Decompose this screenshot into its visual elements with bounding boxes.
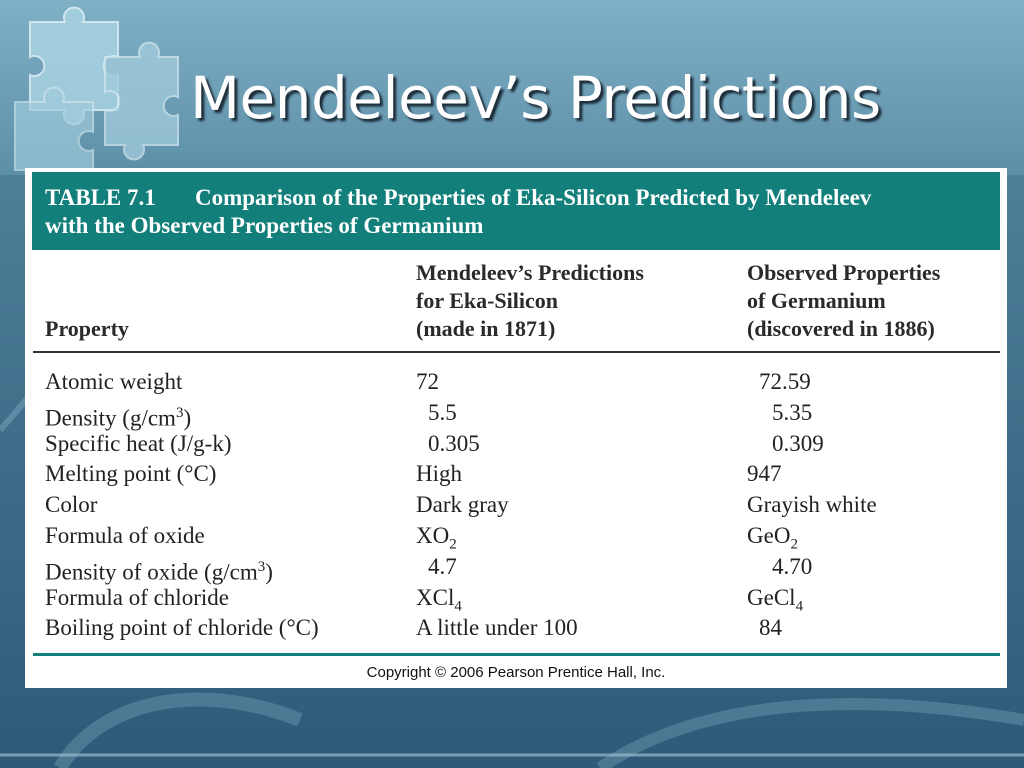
table-row: Specific heat (J/g-k) 0.305 0.309 — [25, 429, 1007, 460]
cell-predicted: 0.305 — [428, 430, 480, 456]
table-caption-line2: with the Observed Properties of Germaniu… — [45, 213, 484, 238]
cell-property: Density of oxide (g/cm3) — [45, 552, 273, 588]
cell-predicted: 5.5 — [428, 399, 457, 425]
cell-observed: 72.59 — [759, 369, 811, 394]
cell-observed: 0.309 — [772, 430, 824, 456]
cell-predicted-text: XCl — [416, 584, 455, 610]
cell-property: Density (g/cm3) — [45, 398, 191, 434]
cell-observed-text: GeCl — [747, 584, 796, 610]
cell-observed: GeCl4 — [747, 583, 803, 622]
table-caption-bar: TABLE 7.1 Comparison of the Properties of… — [32, 172, 1000, 250]
column-header-observed-line1: Observed Properties — [747, 260, 941, 285]
cell-property: Formula of oxide — [45, 522, 205, 548]
cell-predicted: High — [416, 461, 462, 487]
cell-property: Melting point (°C) — [45, 461, 217, 487]
cell-property: Specific heat (J/g-k) — [45, 430, 232, 456]
cell-property: Color — [45, 492, 98, 518]
cell-observed: GeO2 — [747, 521, 798, 560]
subscript: 2 — [790, 536, 798, 553]
table-row: Formula of chloride XCl4 GeCl4 — [25, 583, 1007, 615]
cell-observed: 5.35 — [772, 399, 813, 425]
cell-predicted: 72 — [416, 369, 439, 394]
cell-predicted: Dark gray — [416, 492, 509, 518]
slide-title: Mendeleev’s Predictions — [190, 64, 881, 132]
column-header-predicted: Mendeleev’s Predictions for Eka-Silicon … — [416, 259, 644, 343]
cell-property: Formula of chloride — [45, 584, 229, 610]
cell-predicted: XCl4 — [416, 583, 462, 622]
puzzle-pieces-logo — [14, 6, 179, 171]
cell-observed: Grayish white — [747, 492, 877, 518]
cell-predicted: 4.7 — [428, 553, 457, 579]
table-row: Atomic weight 72 72.59 — [25, 367, 1007, 398]
cell-observed-text: GeO — [747, 522, 791, 548]
column-header-observed-line3: (discovered in 1886) — [747, 316, 935, 341]
column-header-observed: Observed Properties of Germanium (discov… — [747, 259, 940, 343]
table-row: Density (g/cm3) 5.5 5.35 — [25, 398, 1007, 431]
cell-observed: 947 — [747, 461, 782, 487]
superscript: 3 — [257, 558, 266, 575]
table-figure: TABLE 7.1 Comparison of the Properties of… — [25, 168, 1007, 688]
table-row: Density of oxide (g/cm3) 4.7 4.70 — [25, 552, 1007, 585]
cell-property-text: Density (g/cm — [45, 405, 176, 431]
column-header-predicted-line1: Mendeleev’s Predictions — [416, 260, 644, 285]
subscript: 4 — [795, 598, 804, 615]
subscript: 4 — [454, 598, 462, 615]
table-row: Formula of oxide XO2 GeO2 — [25, 521, 1007, 553]
table-row: Color Dark gray Grayish white — [25, 490, 1007, 521]
cell-predicted: A little under 100 — [416, 615, 578, 641]
cell-property-tail: ) — [183, 405, 192, 431]
superscript: 3 — [175, 404, 184, 421]
cell-property-tail: ) — [265, 559, 273, 585]
copyright-notice: Copyright © 2006 Pearson Prentice Hall, … — [366, 664, 666, 681]
column-header-observed-line2: of Germanium — [747, 288, 886, 313]
table-row: Boiling point of chloride (°C) A little … — [25, 613, 1007, 644]
cell-observed: 84 — [759, 615, 782, 641]
table-caption-line1: Comparison of the Properties of Eka-Sili… — [195, 185, 872, 210]
table-body: Atomic weight 72 72.59 Density (g/cm3) 5… — [25, 367, 1007, 644]
cell-property-text: Density of oxide (g/cm — [45, 559, 258, 585]
column-header-property: Property — [45, 316, 129, 341]
cell-predicted: XO2 — [416, 521, 457, 560]
table-bottom-rule — [33, 653, 1000, 656]
table-caption: TABLE 7.1 Comparison of the Properties of… — [45, 184, 995, 240]
column-header-predicted-line2: for Eka-Silicon — [416, 288, 559, 313]
header-divider — [33, 351, 1000, 353]
subscript: 2 — [449, 536, 457, 553]
column-header-predicted-line3: (made in 1871) — [416, 316, 556, 341]
table-row: Melting point (°C) High 947 — [25, 459, 1007, 490]
cell-property: Atomic weight — [45, 369, 183, 394]
cell-property: Boiling point of chloride (°C) — [45, 615, 319, 641]
cell-observed: 4.70 — [772, 553, 813, 579]
table-number: TABLE 7.1 — [45, 185, 156, 210]
cell-predicted-text: XO — [416, 522, 450, 548]
